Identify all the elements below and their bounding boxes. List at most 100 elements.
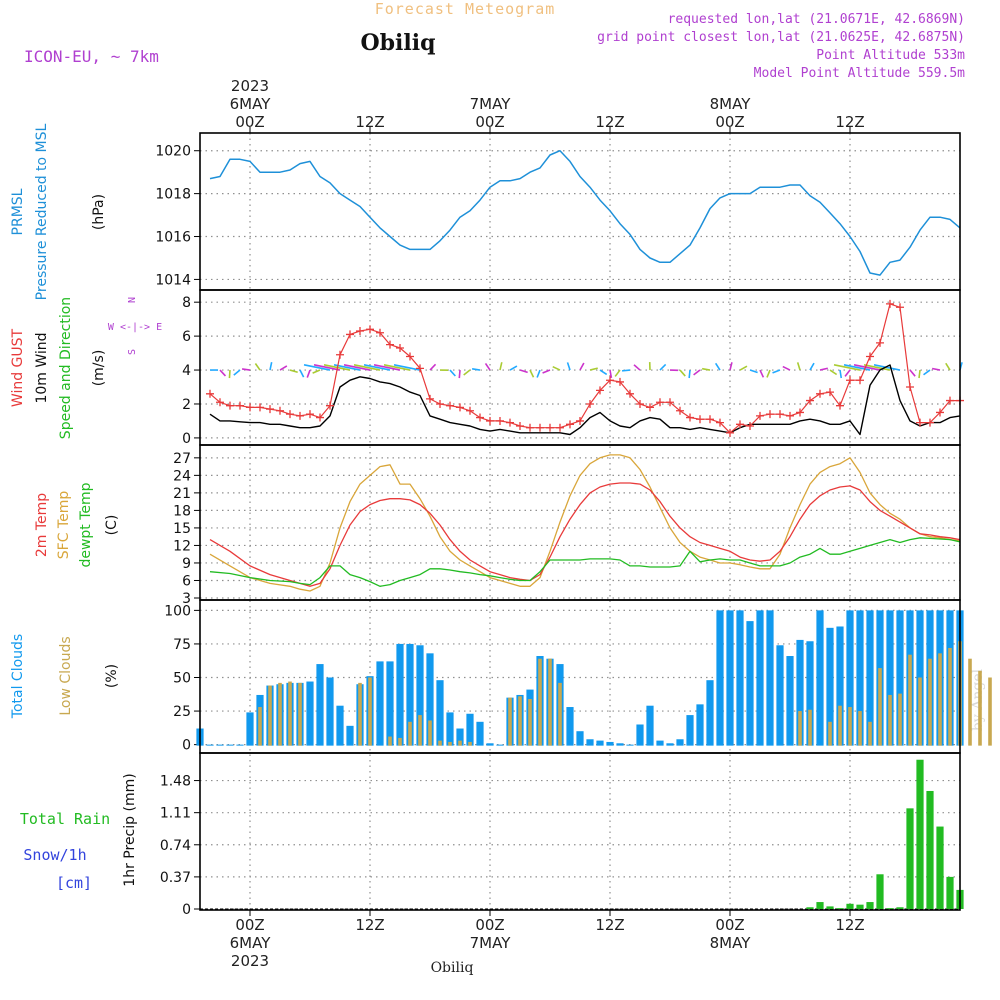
wind-arrow bbox=[829, 369, 838, 376]
temp-sfc-line bbox=[209, 454, 961, 592]
wind-arrow bbox=[714, 362, 721, 371]
precip-unit: 1hr Precip (mm) bbox=[122, 773, 138, 886]
bottom-hour-label: 12Z bbox=[355, 916, 384, 934]
low-clouds-bar bbox=[948, 647, 952, 746]
wind-arrow bbox=[552, 365, 561, 371]
total-clouds-bar bbox=[446, 712, 454, 746]
low-clouds-bar bbox=[508, 697, 512, 746]
wind-gust-marker bbox=[856, 376, 864, 385]
wind-arrow bbox=[609, 369, 613, 379]
wind-arrow bbox=[759, 369, 765, 378]
wind-arrow bbox=[219, 369, 227, 377]
wind-arrow bbox=[843, 364, 871, 371]
total-clouds-bar bbox=[486, 743, 494, 746]
wind-arrow bbox=[393, 364, 421, 371]
total-clouds-bar bbox=[766, 610, 774, 746]
top-hour-label: 12Z bbox=[595, 113, 624, 131]
wind-arrow bbox=[809, 362, 815, 371]
low-clouds-bar bbox=[428, 720, 432, 746]
total-clouds-bar bbox=[696, 704, 704, 746]
temp-ytick-label: 27 bbox=[173, 451, 191, 467]
wind-arrow bbox=[614, 369, 621, 377]
grid-point-coords: grid point closest lon,lat (21.0625E, 42… bbox=[597, 30, 965, 45]
rain-bar bbox=[846, 903, 854, 909]
low-clouds-bar bbox=[298, 682, 302, 746]
wind-arrow bbox=[589, 367, 598, 371]
wind-arrow bbox=[739, 365, 748, 371]
total-clouds-bar bbox=[246, 712, 254, 746]
bottom-day-label: 7MAY bbox=[470, 934, 512, 952]
clouds-ytick-label: 25 bbox=[173, 704, 191, 720]
low-clouds-bar bbox=[968, 658, 972, 746]
wind-gust-marker bbox=[706, 415, 714, 424]
total-clouds-bar bbox=[436, 680, 444, 746]
top-hour-label: 00Z bbox=[475, 113, 504, 131]
wind-arrow bbox=[289, 369, 298, 374]
wind-arrow bbox=[782, 365, 791, 371]
wind-gust-marker bbox=[416, 364, 424, 373]
wind-arrow bbox=[373, 364, 401, 371]
total-clouds-bar bbox=[676, 739, 684, 746]
low-clouds-bar bbox=[978, 670, 982, 746]
wind-arrow bbox=[729, 362, 733, 371]
compass-we: W <-|-> E bbox=[108, 322, 162, 333]
rain-bar bbox=[876, 874, 884, 909]
temp-label-2m: 2m Temp bbox=[34, 493, 50, 557]
bottom-day-label: 8MAY bbox=[710, 934, 752, 952]
wind-arrow bbox=[659, 363, 667, 371]
pressure-ytick-label: 1018 bbox=[155, 187, 191, 203]
compass-s: S bbox=[127, 349, 138, 355]
wind-gust-marker bbox=[356, 327, 364, 336]
total-clouds-bar bbox=[736, 610, 744, 746]
total-clouds-bar bbox=[896, 610, 904, 746]
wind-gust-marker bbox=[906, 383, 914, 392]
total-clouds-bar bbox=[226, 744, 234, 746]
rain-bar bbox=[836, 908, 844, 910]
wind-gust-marker bbox=[216, 398, 224, 407]
wind-gust-marker bbox=[786, 411, 794, 420]
wind-gust-marker bbox=[326, 401, 334, 410]
low-clouds-bar bbox=[388, 736, 392, 746]
pressure-label-1: PRMSL bbox=[10, 188, 26, 235]
pressure-line bbox=[209, 149, 961, 276]
low-clouds-bar bbox=[548, 658, 552, 746]
pressure-panel-frame bbox=[199, 132, 961, 291]
temp-label-sfc: SFC Temp bbox=[56, 491, 72, 560]
wind-arrow bbox=[749, 369, 758, 374]
wind-gust-marker bbox=[806, 396, 814, 405]
top-hour-label: 12Z bbox=[355, 113, 384, 131]
rain-bar bbox=[866, 902, 874, 909]
top-day-label: 8MAY bbox=[710, 95, 752, 113]
total-clouds-bar bbox=[426, 653, 434, 746]
precip-ytick-label: 1.11 bbox=[160, 806, 191, 822]
bottom-hour-label: 12Z bbox=[835, 916, 864, 934]
low-clouds-bar bbox=[358, 682, 362, 746]
wind-gust-marker bbox=[776, 410, 784, 419]
wind-gust-marker bbox=[666, 398, 674, 407]
total-clouds-bar bbox=[746, 621, 754, 746]
requested-coords: requested lon,lat (21.0671E, 42.6869N) bbox=[668, 12, 965, 27]
total-clouds-bar bbox=[606, 741, 614, 746]
rain-bar bbox=[916, 759, 924, 909]
top-year-label: 2023 bbox=[231, 77, 269, 95]
wind-gust-marker bbox=[556, 423, 564, 432]
wind-gust-marker bbox=[826, 388, 834, 397]
total-clouds-bar bbox=[616, 743, 624, 746]
wind-gust-marker bbox=[496, 416, 504, 425]
rain-bar bbox=[906, 808, 914, 909]
wind-arrow bbox=[923, 369, 931, 376]
wind-gust-marker bbox=[876, 338, 884, 347]
temp-ytick-label: 15 bbox=[173, 521, 191, 537]
wind-arrow bbox=[353, 364, 381, 371]
wind-gust-marker bbox=[646, 403, 654, 412]
wind-arrow bbox=[303, 364, 331, 371]
low-clouds-bar bbox=[288, 681, 292, 746]
low-clouds-bar bbox=[418, 715, 422, 746]
wind-gust-marker bbox=[846, 376, 854, 385]
wind-gust-marker bbox=[396, 343, 404, 352]
wind-gust-marker bbox=[336, 350, 344, 359]
wind-gust-marker bbox=[606, 376, 614, 385]
wind-ytick-label: 6 bbox=[182, 329, 191, 345]
wind-gust-line bbox=[209, 303, 960, 434]
wind-arrow bbox=[383, 364, 411, 371]
